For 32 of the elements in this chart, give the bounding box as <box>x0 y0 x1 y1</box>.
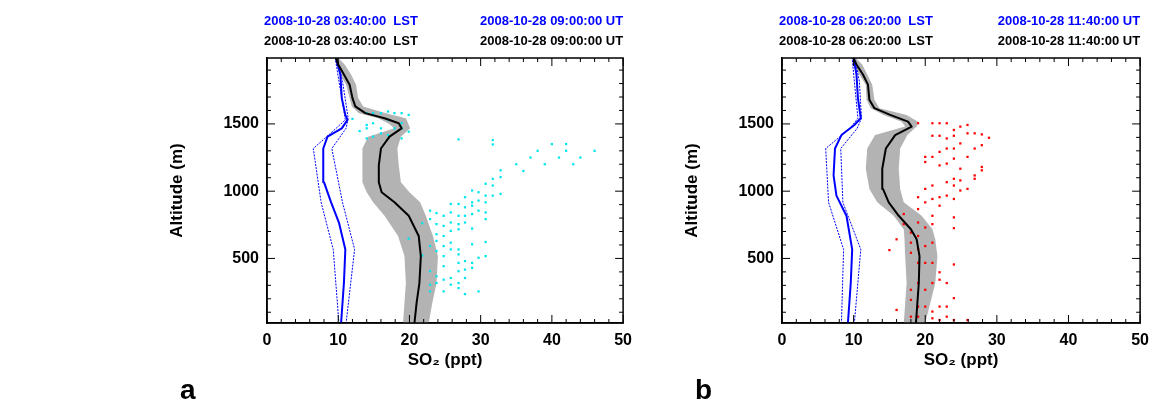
y-tick-label: 500 <box>747 248 775 266</box>
y-axis-title: Altitude (m) <box>166 143 186 238</box>
text: 2008-10-28 09:00:00 UT <box>480 13 624 28</box>
x-tick-label: 40 <box>542 331 561 349</box>
text: 2008-10-28 06:20:00 LST <box>779 33 933 48</box>
text: b <box>695 374 713 406</box>
text: 2008-10-28 09:00:00 UT <box>480 33 624 48</box>
text: 2008-10-28 11:40:00 UT <box>997 33 1141 48</box>
x-tick-label: 10 <box>329 331 348 349</box>
y-tick-label: 1500 <box>223 114 260 132</box>
x-tick-label: 10 <box>844 331 863 349</box>
x-tick-label: 0 <box>777 331 787 349</box>
y-tick-label: 1000 <box>223 181 260 199</box>
y-tick-label: 1500 <box>738 114 775 132</box>
x-tick-label: 50 <box>614 331 633 349</box>
x-tick-label: 20 <box>400 331 419 349</box>
y-tick-label: 500 <box>232 248 260 266</box>
x-axis-title: SO₂ (ppt) <box>407 350 483 370</box>
text: 2008-10-28 03:40:00 LST <box>264 33 418 48</box>
text: 2008-10-28 03:40:00 LST <box>264 13 418 28</box>
y-tick-label: 1000 <box>738 181 775 199</box>
x-axis-title: SO₂ (ppt) <box>923 350 999 370</box>
x-tick-label: 30 <box>471 331 490 349</box>
text: 2008-10-28 11:40:00 UT <box>997 13 1141 28</box>
y-axis-title: Altitude (m) <box>681 143 701 238</box>
x-tick-label: 40 <box>1059 331 1078 349</box>
text: 2008-10-28 06:20:00 LST <box>779 13 933 28</box>
x-tick-label: 0 <box>262 331 272 349</box>
text: a <box>180 374 196 406</box>
x-tick-label: 20 <box>916 331 935 349</box>
x-tick-label: 30 <box>987 331 1006 349</box>
x-tick-label: 50 <box>1131 331 1150 349</box>
